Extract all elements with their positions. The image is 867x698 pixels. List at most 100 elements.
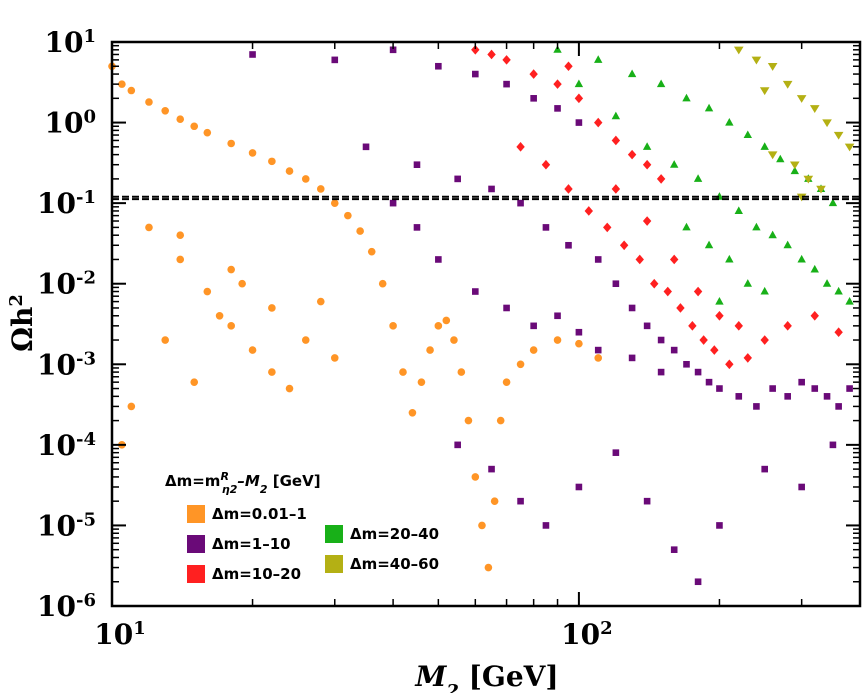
data-point bbox=[516, 142, 525, 152]
data-point bbox=[488, 185, 495, 193]
data-point bbox=[442, 316, 451, 325]
data-point bbox=[715, 192, 724, 200]
data-point bbox=[399, 368, 407, 376]
data-point bbox=[619, 240, 629, 251]
data-point bbox=[227, 322, 235, 330]
data-point bbox=[656, 79, 666, 88]
data-point bbox=[176, 231, 185, 240]
data-point bbox=[478, 521, 486, 530]
data-point bbox=[330, 199, 339, 207]
data-point bbox=[301, 175, 310, 183]
data-point bbox=[127, 402, 136, 411]
data-point bbox=[541, 159, 551, 170]
data-point bbox=[809, 105, 820, 113]
data-point bbox=[670, 346, 678, 354]
data-point bbox=[611, 135, 621, 146]
data-point bbox=[688, 321, 697, 331]
data-point bbox=[594, 55, 603, 63]
data-point bbox=[594, 117, 603, 128]
data-point bbox=[565, 241, 572, 249]
data-point bbox=[344, 211, 352, 220]
data-point bbox=[834, 327, 843, 338]
y-tick-label: 101 bbox=[45, 26, 97, 60]
data-point bbox=[844, 143, 855, 152]
data-point bbox=[553, 336, 562, 344]
data-point bbox=[362, 143, 370, 151]
y-tick-label: 100 bbox=[45, 106, 97, 140]
data-point bbox=[413, 161, 421, 169]
data-point bbox=[725, 359, 734, 370]
data-point bbox=[735, 393, 743, 400]
data-point bbox=[413, 224, 421, 231]
data-point bbox=[408, 408, 417, 417]
data-point bbox=[426, 346, 434, 354]
x-tick-label: 101 bbox=[94, 618, 146, 652]
series-3 bbox=[471, 45, 843, 370]
data-point bbox=[612, 449, 620, 456]
data-point bbox=[782, 80, 793, 89]
data-point bbox=[268, 304, 276, 312]
data-point bbox=[389, 199, 397, 207]
legend-item: Δm=0.01–1 bbox=[187, 505, 307, 523]
data-point bbox=[435, 62, 442, 70]
data-point bbox=[834, 286, 843, 295]
data-point bbox=[490, 497, 499, 505]
data-point bbox=[796, 193, 807, 202]
data-point bbox=[704, 240, 714, 249]
data-point bbox=[603, 222, 612, 233]
data-point bbox=[378, 279, 387, 288]
data-point bbox=[743, 279, 752, 287]
legend-swatch bbox=[325, 525, 343, 543]
data-point bbox=[161, 336, 170, 344]
data-point bbox=[767, 151, 778, 160]
data-point bbox=[285, 384, 294, 393]
data-point bbox=[471, 45, 480, 55]
data-point bbox=[715, 310, 724, 321]
data-point bbox=[846, 385, 853, 392]
data-point bbox=[161, 106, 170, 115]
data-point bbox=[457, 368, 466, 376]
y-tick-labels: 101 100 10-1 10-2 10-3 10-4 10-5 10-6 bbox=[37, 26, 96, 624]
data-point bbox=[798, 378, 805, 386]
data-point bbox=[517, 199, 524, 207]
data-point bbox=[248, 346, 257, 354]
data-point bbox=[760, 142, 769, 150]
data-point bbox=[822, 119, 832, 128]
data-point bbox=[734, 206, 743, 214]
data-point bbox=[635, 254, 644, 265]
legend-label: Δm=0.01–1 bbox=[212, 505, 307, 523]
data-point bbox=[656, 174, 666, 184]
data-point bbox=[716, 385, 723, 392]
data-point bbox=[627, 149, 637, 160]
legend-label: Δm=40–60 bbox=[350, 555, 439, 573]
legend-label: Δm=10–20 bbox=[212, 565, 301, 583]
data-point bbox=[487, 49, 496, 60]
y-tick-label: 10-4 bbox=[37, 428, 96, 462]
data-point bbox=[454, 441, 461, 449]
plot-frame bbox=[110, 40, 862, 608]
x-tick-label: 102 bbox=[561, 618, 613, 652]
data-point bbox=[434, 322, 443, 330]
legend-item: Δm=1–10 bbox=[187, 535, 291, 553]
data-point bbox=[789, 161, 800, 170]
data-point bbox=[530, 95, 537, 102]
data-point bbox=[611, 111, 621, 120]
points-layer bbox=[108, 45, 855, 586]
data-point bbox=[670, 254, 679, 265]
data-point bbox=[575, 339, 583, 348]
data-point bbox=[316, 185, 325, 193]
data-point bbox=[594, 354, 603, 362]
data-point bbox=[733, 46, 744, 55]
data-point bbox=[829, 441, 837, 449]
data-point bbox=[769, 385, 776, 392]
data-point bbox=[574, 93, 584, 104]
data-point bbox=[798, 483, 805, 491]
data-point bbox=[761, 465, 768, 473]
data-point bbox=[145, 223, 153, 232]
data-point bbox=[553, 79, 562, 89]
data-point bbox=[627, 69, 637, 78]
legend-label: Δm=20–40 bbox=[350, 525, 439, 543]
data-point bbox=[503, 80, 510, 88]
